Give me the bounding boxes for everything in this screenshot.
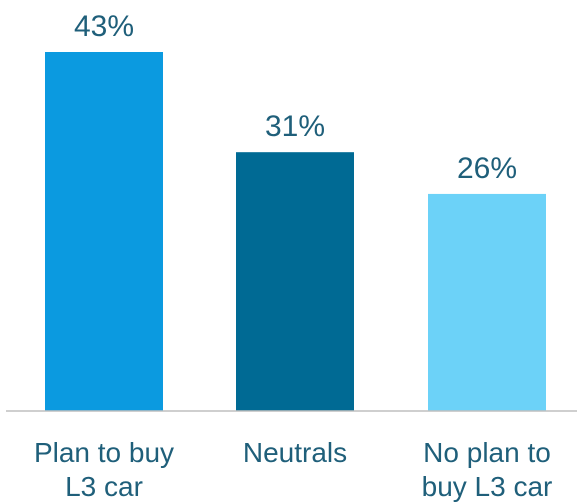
category-label-0-line-0: Plan to buy (34, 437, 174, 468)
category-label-0: Plan to buy L3 car (34, 437, 174, 502)
bar-1 (236, 152, 354, 412)
category-label-2-line-0: No plan to (423, 437, 551, 468)
category-label-2-line-1: buy L3 car (422, 471, 553, 502)
category-labels-layer: Plan to buy L3 car Neutrals No plan to buy L… (34, 437, 552, 502)
bars-layer (45, 52, 546, 412)
value-labels-layer: 43% 31% 26% (74, 10, 517, 185)
bar-0 (45, 52, 163, 411)
category-label-2: No plan to buy L3 car (422, 437, 553, 502)
value-label-1: 31% (265, 110, 325, 143)
category-label-0-line-1: L3 car (65, 471, 143, 502)
value-label-2: 26% (457, 152, 517, 185)
category-label-1-line-0: Neutrals (243, 437, 347, 468)
value-label-0: 43% (74, 10, 134, 43)
category-label-1: Neutrals (243, 437, 347, 468)
bar-2 (428, 193, 546, 411)
